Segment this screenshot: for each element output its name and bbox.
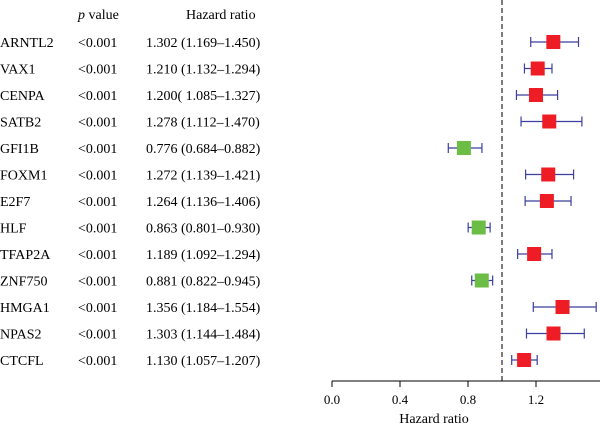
estimate-row — [525, 167, 575, 182]
table-row: ZNF750 <0.001 0.881 (0.822–0.945) — [0, 275, 261, 290]
table-rows: ARNTL2 <0.001 1.302 (1.169–1.450) VAX1 <0.00… — [0, 36, 261, 369]
pvalue-header-italic: p — [77, 8, 85, 23]
table-row: TFAP2A <0.001 1.189 (1.092–1.294) — [0, 248, 261, 263]
hazard-ratio-value: 0.863 (0.801–0.930) — [146, 222, 261, 237]
table-row: SATB2 <0.001 1.278 (1.112–1.470) — [0, 116, 260, 131]
hazard-ratio-value: 1.264 (1.136–1.406) — [146, 195, 261, 210]
p-value: <0.001 — [78, 89, 117, 104]
table-row: HLF <0.001 0.863 (0.801–0.930) — [0, 222, 261, 237]
estimate-row — [511, 353, 538, 367]
p-value: <0.001 — [78, 169, 117, 184]
table-row: E2F7 <0.001 1.264 (1.136–1.406) — [0, 195, 261, 210]
hazard-ratio-point — [539, 194, 554, 208]
hazard-ratio-point — [542, 114, 557, 129]
hazard-ratio-point — [546, 326, 561, 341]
pvalue-header-rest: value — [85, 8, 119, 23]
p-value: <0.001 — [78, 116, 117, 131]
gene-label: ZNF750 — [0, 275, 47, 290]
hazard-ratio-value: 1.210 (1.132–1.294) — [146, 63, 261, 78]
p-value: <0.001 — [78, 354, 117, 369]
estimate-row — [524, 194, 572, 208]
table-header: p value Hazard ratio — [77, 8, 256, 23]
table-row: VAX1 <0.001 1.210 (1.132–1.294) — [0, 63, 261, 78]
pvalue-header: p value — [77, 8, 119, 23]
x-tick-label: 0.8 — [460, 392, 476, 407]
gene-label: HLF — [0, 222, 27, 237]
hazard-ratio-value: 0.776 (0.684–0.882) — [146, 142, 261, 157]
hazard-ratio-value: 1.302 (1.169–1.450) — [146, 36, 261, 51]
hazard-ratio-value: 1.272 (1.139–1.421) — [146, 169, 261, 184]
p-value: <0.001 — [78, 248, 117, 263]
estimate-row — [467, 220, 491, 235]
gene-label: SATB2 — [0, 116, 41, 131]
gene-label: VAX1 — [0, 63, 36, 78]
hazard-ratio-value: 1.356 (1.184–1.554) — [146, 301, 261, 316]
p-value: <0.001 — [78, 195, 117, 210]
gene-label: TFAP2A — [0, 248, 51, 263]
estimate-row — [515, 88, 559, 102]
estimate-row — [471, 273, 494, 288]
gene-label: GFI1B — [0, 142, 39, 157]
x-axis-title: Hazard ratio — [399, 412, 469, 427]
table-row: CENPA <0.001 1.200( 1.085–1.327) — [0, 89, 261, 104]
x-tick-label: 1.2 — [528, 392, 544, 407]
gene-label: HMGA1 — [0, 301, 50, 316]
p-value: <0.001 — [78, 63, 117, 78]
table-row: ARNTL2 <0.001 1.302 (1.169–1.450) — [0, 36, 261, 51]
gene-label: ARNTL2 — [0, 36, 54, 51]
p-value: <0.001 — [78, 301, 117, 316]
hazard-ratio-value: 0.881 (0.822–0.945) — [146, 275, 261, 290]
hazard-ratio-point — [530, 61, 545, 76]
gene-label: FOXM1 — [0, 169, 47, 184]
hazard-ratio-point — [541, 167, 556, 182]
p-value: <0.001 — [78, 142, 117, 157]
x-tick-label: 0.0 — [324, 392, 340, 407]
gene-label: CTCFL — [0, 354, 44, 369]
hazard-ratio-point — [555, 300, 570, 314]
table-row: FOXM1 <0.001 1.272 (1.139–1.421) — [0, 169, 261, 184]
hazard-ratio-value: 1.189 (1.092–1.294) — [146, 248, 261, 263]
estimate-row — [525, 326, 585, 341]
hazard-ratio-header: Hazard ratio — [186, 8, 256, 23]
hazard-ratio-value: 1.303 (1.144–1.484) — [146, 328, 261, 343]
hazard-ratio-point — [471, 220, 486, 235]
estimate-row — [517, 247, 553, 261]
hazard-ratio-point — [474, 273, 489, 288]
estimate-row — [523, 61, 553, 76]
hazard-ratio-point — [456, 141, 471, 155]
hazard-ratio-point — [529, 88, 543, 102]
gene-label: NPAS2 — [0, 328, 42, 343]
estimate-row — [532, 300, 597, 314]
plot-area: 0.0 0.4 0.8 1.2 Hazard ratio — [324, 0, 600, 427]
estimate-row — [447, 141, 483, 155]
hazard-ratio-point — [527, 247, 542, 261]
table-row: NPAS2 <0.001 1.303 (1.144–1.484) — [0, 328, 261, 343]
hazard-ratio-value: 1.200( 1.085–1.327) — [146, 89, 261, 104]
hazard-ratio-value: 1.278 (1.112–1.470) — [146, 116, 260, 131]
estimate-row — [520, 114, 583, 129]
hazard-ratio-point — [517, 353, 532, 367]
table-row: HMGA1 <0.001 1.356 (1.184–1.554) — [0, 301, 261, 316]
table-row: CTCFL <0.001 1.130 (1.057–1.207) — [0, 354, 261, 369]
p-value: <0.001 — [78, 328, 117, 343]
x-tick-label: 0.4 — [392, 392, 409, 407]
gene-label: CENPA — [0, 89, 46, 104]
p-value: <0.001 — [78, 222, 117, 237]
hazard-ratio-point — [546, 35, 561, 49]
p-value: <0.001 — [78, 275, 117, 290]
table-row: GFI1B <0.001 0.776 (0.684–0.882) — [0, 142, 261, 157]
gene-label: E2F7 — [0, 195, 30, 210]
hazard-ratio-value: 1.130 (1.057–1.207) — [146, 354, 261, 369]
p-value: <0.001 — [78, 36, 117, 51]
estimate-row — [530, 35, 580, 49]
